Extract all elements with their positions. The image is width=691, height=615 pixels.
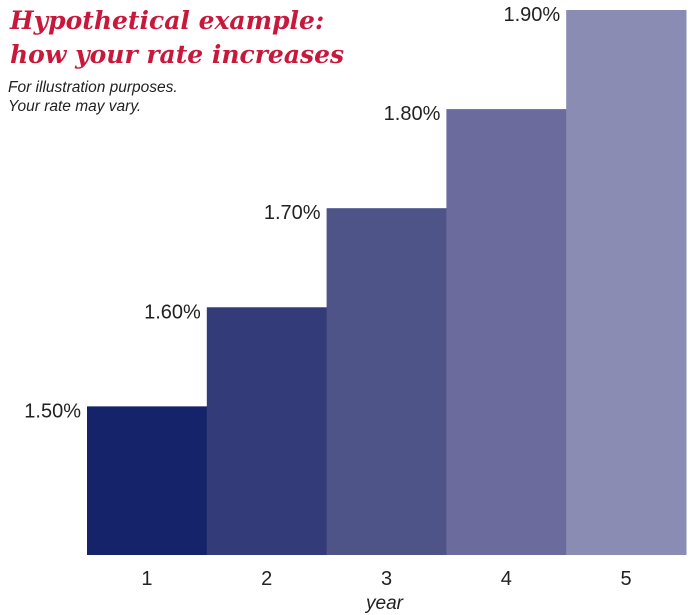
data-label-year-1: 1.50%: [24, 400, 81, 422]
data-label-year-4: 1.80%: [384, 103, 441, 125]
chart-subtitle-line-2: Your rate may vary.: [8, 98, 142, 115]
bar-year-4: [446, 109, 567, 555]
x-tick-label-2: 2: [261, 568, 272, 590]
bar-year-1: [87, 406, 208, 555]
data-label-year-5: 1.90%: [503, 4, 560, 26]
x-tick-label-1: 1: [141, 568, 152, 590]
data-label-year-2: 1.60%: [144, 301, 201, 323]
chart-subtitle: For illustration purposes. Your rate may…: [8, 78, 178, 116]
x-axis-label: year: [364, 593, 404, 614]
chart-title-line-1: Hypothetical example:: [10, 6, 325, 35]
chart-title-line-2: how your rate increases: [10, 40, 345, 69]
bar-year-2: [206, 307, 328, 555]
x-tick-label-4: 4: [501, 568, 512, 590]
bar-year-3: [326, 208, 447, 555]
x-tick-label-3: 3: [381, 568, 392, 590]
x-tick-label-5: 5: [621, 568, 632, 590]
bar-year-5: [566, 10, 687, 555]
chart-subtitle-line-1: For illustration purposes.: [8, 79, 178, 96]
chart-title: Hypothetical example: how your rate incr…: [10, 4, 345, 72]
data-label-year-3: 1.70%: [264, 202, 321, 224]
